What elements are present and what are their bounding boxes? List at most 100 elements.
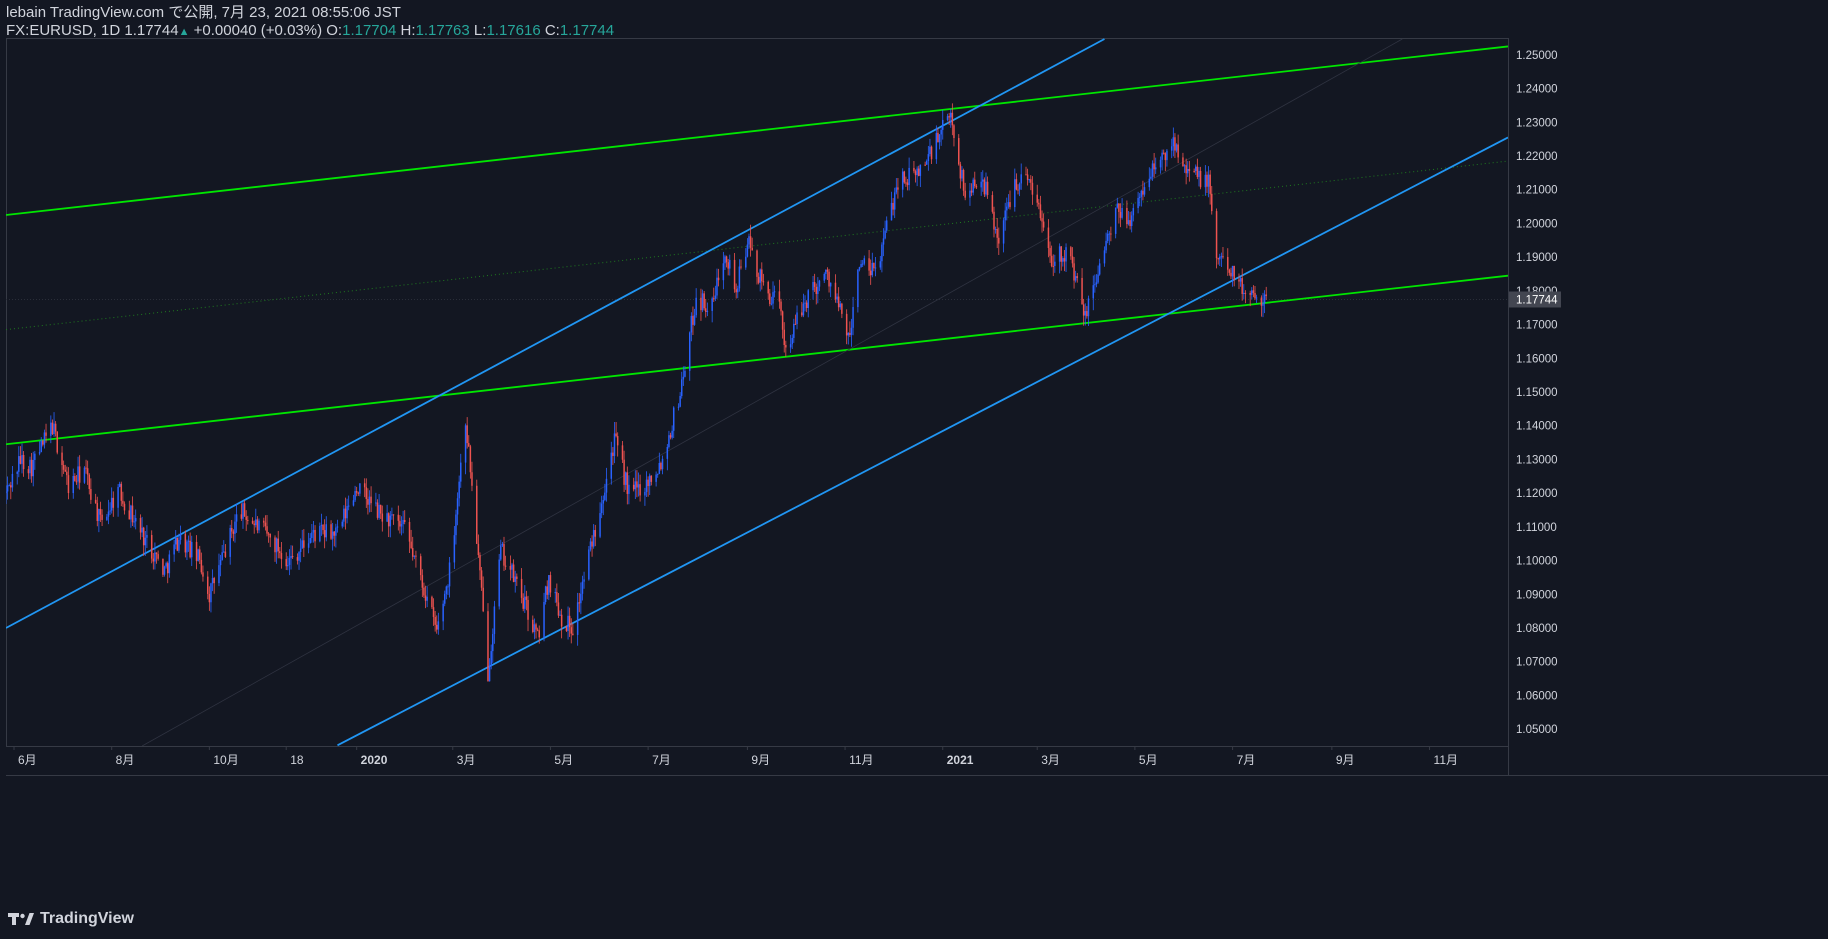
candle bbox=[660, 461, 662, 471]
candle bbox=[941, 110, 944, 140]
candle bbox=[524, 585, 526, 613]
candle-body bbox=[154, 552, 156, 562]
candle-body bbox=[1030, 179, 1032, 183]
candle bbox=[818, 279, 821, 292]
candle-body bbox=[352, 500, 355, 506]
x-tick-label: 7月 bbox=[1237, 753, 1256, 767]
candle bbox=[581, 575, 584, 601]
candle-body bbox=[717, 277, 720, 281]
candle-body bbox=[447, 586, 449, 588]
candle bbox=[381, 505, 384, 532]
candle-body bbox=[142, 527, 145, 546]
candle-body bbox=[1031, 182, 1034, 195]
candle-body bbox=[714, 295, 717, 299]
candle bbox=[705, 298, 707, 318]
candle bbox=[950, 108, 952, 128]
candle-body bbox=[1186, 168, 1189, 174]
candle bbox=[357, 491, 360, 496]
candle bbox=[16, 470, 18, 485]
candle bbox=[1015, 173, 1018, 191]
candle-body bbox=[733, 259, 736, 290]
candle-body bbox=[88, 474, 91, 490]
candle-body bbox=[919, 164, 922, 176]
candle bbox=[109, 502, 111, 515]
candle bbox=[636, 470, 638, 498]
candle-body bbox=[445, 586, 448, 594]
candle bbox=[1228, 268, 1231, 276]
candle-body bbox=[415, 555, 417, 557]
candle-body bbox=[958, 138, 960, 165]
candle bbox=[1172, 127, 1175, 157]
candle bbox=[122, 491, 124, 507]
candle-body bbox=[291, 556, 294, 558]
candle-body bbox=[1183, 165, 1186, 167]
candle-body bbox=[397, 514, 400, 521]
candle-body bbox=[1071, 256, 1074, 264]
candle bbox=[637, 472, 640, 497]
candle-body bbox=[648, 475, 651, 487]
candle-body bbox=[970, 190, 973, 193]
candle bbox=[107, 499, 110, 525]
candle-body bbox=[343, 508, 345, 522]
candle-body bbox=[101, 514, 103, 520]
candle bbox=[927, 145, 930, 171]
candle bbox=[29, 456, 31, 480]
candle-body bbox=[1185, 165, 1187, 174]
candle-body bbox=[677, 406, 680, 408]
candle-body bbox=[544, 586, 547, 603]
candle bbox=[447, 584, 449, 595]
candle-body bbox=[354, 491, 356, 501]
candle bbox=[1186, 161, 1189, 178]
candle-body bbox=[323, 530, 326, 538]
candle bbox=[42, 440, 44, 447]
candle bbox=[1166, 149, 1168, 167]
candle-body bbox=[615, 433, 617, 437]
candle bbox=[1071, 247, 1074, 268]
candle bbox=[1062, 256, 1064, 267]
candle bbox=[344, 497, 347, 530]
candle-body bbox=[972, 179, 974, 193]
candle-body bbox=[173, 544, 175, 555]
candle-body bbox=[680, 379, 683, 396]
candle bbox=[724, 254, 726, 270]
candle bbox=[592, 524, 595, 549]
candle-body bbox=[951, 112, 954, 126]
candle-body bbox=[229, 527, 231, 557]
candle bbox=[1217, 257, 1219, 265]
candle bbox=[850, 318, 853, 347]
candle-body bbox=[186, 541, 188, 553]
candle bbox=[983, 177, 986, 198]
candle-body bbox=[740, 266, 742, 268]
candle bbox=[426, 586, 428, 608]
candle bbox=[269, 533, 271, 548]
candle bbox=[411, 536, 414, 561]
candle-body bbox=[251, 520, 254, 524]
candle bbox=[974, 171, 976, 189]
candle bbox=[410, 529, 412, 550]
high-value: 1.17763 bbox=[415, 22, 470, 39]
candle bbox=[1161, 149, 1163, 171]
candle bbox=[1036, 184, 1038, 207]
candle-body bbox=[242, 503, 244, 519]
candle bbox=[403, 510, 406, 525]
candle-body bbox=[45, 432, 47, 436]
candle bbox=[576, 592, 579, 646]
candle bbox=[139, 514, 142, 540]
candle bbox=[179, 525, 182, 545]
candle bbox=[165, 561, 167, 569]
candle bbox=[190, 535, 193, 567]
candle bbox=[1110, 226, 1112, 242]
candle bbox=[1020, 163, 1022, 190]
candle-body bbox=[42, 440, 44, 445]
candle bbox=[51, 419, 54, 435]
candle-body bbox=[612, 452, 614, 456]
candle-body bbox=[914, 171, 917, 176]
candle bbox=[908, 157, 910, 191]
candle-body bbox=[576, 602, 579, 635]
candle-body bbox=[168, 554, 171, 574]
candle-body bbox=[565, 626, 568, 631]
candle-body bbox=[727, 262, 729, 269]
candle-body bbox=[1170, 146, 1173, 151]
candle-body bbox=[403, 520, 406, 522]
